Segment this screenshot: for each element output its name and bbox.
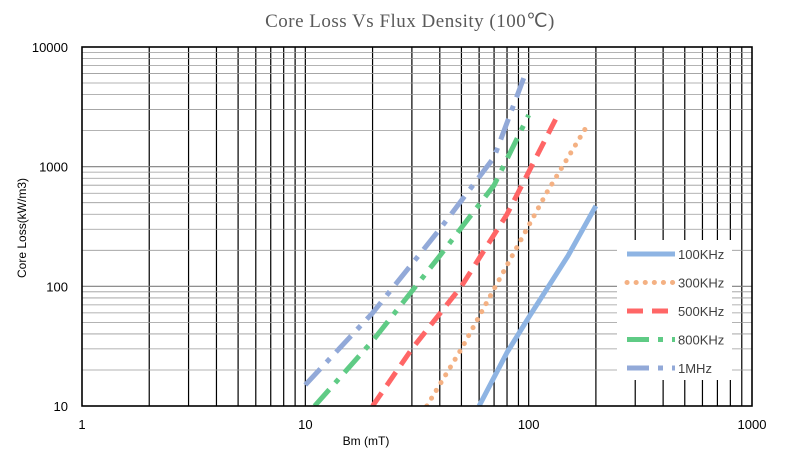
- y-tick-label: 1000: [39, 160, 68, 175]
- chart-title: Core Loss Vs Flux Density (100℃): [265, 11, 555, 32]
- legend-label: 100KHz: [678, 247, 724, 262]
- series-line-1mhz: [303, 77, 527, 387]
- x-tick-label: 10: [298, 417, 312, 432]
- y-axis-label: Core Loss(kW/m3): [15, 178, 29, 278]
- series-layer: [303, 77, 599, 406]
- x-axis-label: Bm (mT): [343, 434, 390, 448]
- x-tick-label: 1: [78, 417, 85, 432]
- y-tick-label: 10000: [32, 40, 68, 55]
- x-tick-label: 100: [518, 417, 540, 432]
- y-tick-label: 100: [46, 279, 68, 294]
- legend-label: 800KHz: [678, 333, 724, 348]
- legend-label: 1MHz: [678, 361, 712, 376]
- series-line-300khz: [424, 125, 589, 406]
- plot-frame: [81, 46, 753, 407]
- series-line-100khz: [476, 204, 599, 406]
- series-line-800khz: [312, 113, 531, 406]
- tick-labels: 1 10 100 1000 10 100 1000 10000: [32, 40, 767, 432]
- legend-label: 500KHz: [678, 304, 724, 319]
- legend: 100KHz 300KHz 500KHz 800KHz 1MHz: [617, 240, 732, 380]
- x-tick-label: 1000: [738, 417, 767, 432]
- series-line-500khz: [370, 113, 561, 406]
- y-tick-label: 10: [54, 399, 68, 414]
- legend-label: 300KHz: [678, 276, 724, 291]
